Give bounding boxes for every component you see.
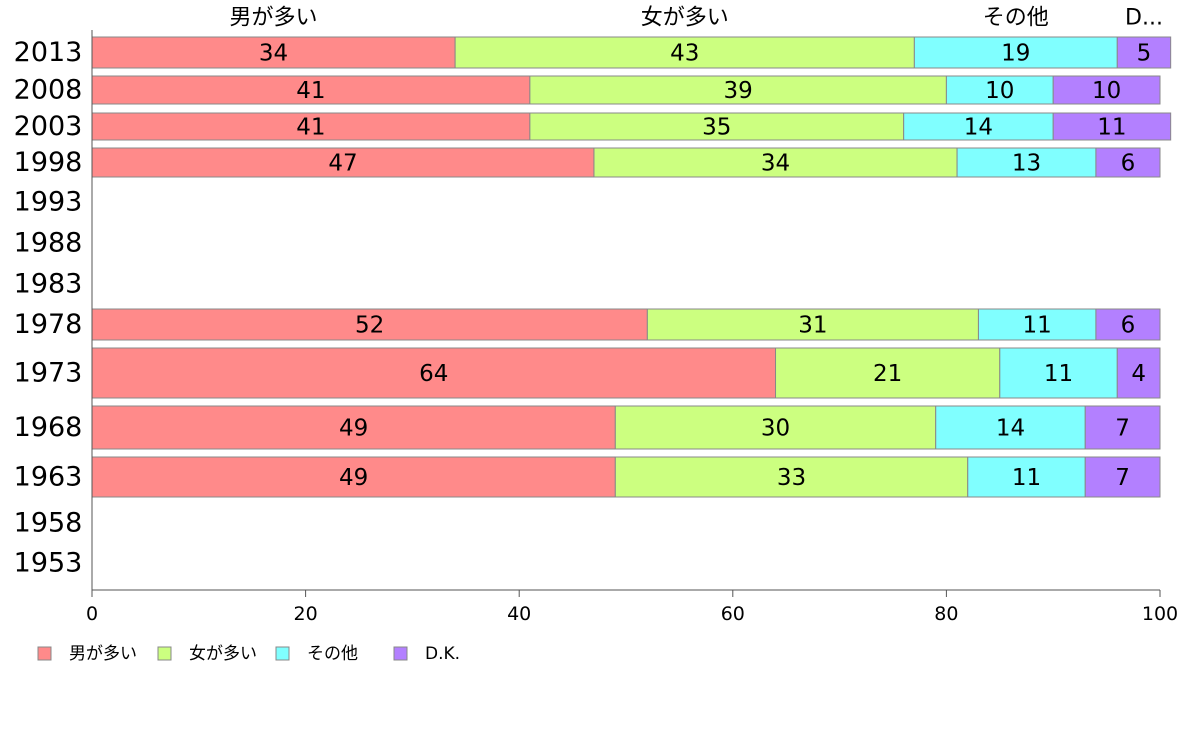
legend-label: D.K. [425, 644, 460, 664]
legend-swatch [157, 646, 172, 661]
data-label: 11 [1044, 361, 1073, 387]
y-axis-label: 1968 [14, 412, 83, 443]
data-label: 52 [355, 313, 384, 339]
data-label: 7 [1115, 416, 1130, 442]
legend: 男が多い 女が多い その他 D.K. [37, 644, 460, 664]
data-label: 33 [777, 465, 806, 491]
y-axis-label: 1983 [14, 269, 83, 300]
bar-segment [999, 347, 1118, 399]
bar-segment [913, 36, 1118, 69]
data-label: 34 [259, 41, 288, 67]
bar-segment [454, 36, 915, 69]
legend-label: その他 [307, 644, 358, 664]
legend-label: 女が多い [189, 644, 257, 664]
x-tick-label: 20 [294, 603, 318, 625]
data-label: 39 [723, 78, 752, 104]
bar-segment [529, 112, 905, 141]
data-label: 4 [1131, 361, 1146, 387]
bar-segment [91, 405, 616, 450]
data-label: 35 [702, 115, 731, 141]
top-series-label: その他 [983, 6, 1049, 31]
bar-segment [1084, 405, 1161, 450]
data-label: 49 [339, 465, 368, 491]
y-axis-label: 1998 [14, 147, 83, 178]
data-label: 31 [798, 313, 827, 339]
y-axis-label: 1958 [14, 508, 83, 539]
y-axis-label: 1963 [14, 462, 83, 493]
x-tick-label: 80 [934, 603, 958, 625]
top-series-label: D... [1125, 6, 1163, 31]
bar-segment [1116, 347, 1161, 399]
data-label: 49 [339, 416, 368, 442]
data-label: 11 [1097, 115, 1126, 141]
data-label: 5 [1137, 41, 1152, 67]
bar-segment [646, 308, 979, 341]
data-label: 19 [1001, 41, 1030, 67]
bar-segment [91, 347, 777, 399]
y-axis-label: 1953 [14, 548, 83, 579]
bar-segment [1052, 75, 1161, 105]
data-label: 14 [964, 115, 993, 141]
x-tick-label: 100 [1142, 603, 1178, 625]
legend-swatch [393, 646, 408, 661]
data-label: 30 [761, 416, 790, 442]
y-axis-label: 2013 [14, 37, 83, 68]
data-label: 7 [1115, 465, 1130, 491]
data-label: 6 [1121, 313, 1136, 339]
y-axis-label: 1993 [14, 187, 83, 218]
data-label: 13 [1012, 151, 1041, 177]
data-label: 47 [328, 151, 357, 177]
bar-segment [1052, 112, 1172, 141]
bar-segment [91, 36, 456, 69]
bar-segment [977, 308, 1097, 341]
y-axis-label: 1973 [14, 358, 83, 389]
legend-swatch [37, 646, 52, 661]
data-label: 14 [996, 416, 1025, 442]
top-series-label: 女が多い [641, 6, 729, 31]
y-axis-labels: 2013 2008 2003 1998 1993 1988 1983 1978 1973 1968… [14, 37, 83, 579]
bar-segment [775, 347, 1001, 399]
data-label: 11 [1023, 313, 1052, 339]
bar-segment [593, 147, 958, 178]
x-tick-label: 60 [721, 603, 745, 625]
x-tick-label: 0 [86, 603, 98, 625]
data-label: 21 [873, 361, 902, 387]
x-tick-label: 40 [507, 603, 531, 625]
y-axis-label: 2003 [14, 111, 83, 142]
data-label: 11 [1012, 465, 1041, 491]
data-label: 43 [670, 41, 699, 67]
bar-segment [935, 405, 1086, 450]
top-series-labels: 男が多い 女が多い その他 D... [230, 6, 1163, 31]
bar-segment [91, 456, 616, 498]
data-label: 41 [296, 115, 325, 141]
y-axis-label: 2008 [14, 75, 83, 106]
bar-segment [945, 75, 1054, 105]
data-label: 41 [296, 78, 325, 104]
bar-segment [529, 75, 947, 105]
x-axis: 0 20 40 60 80 100 [86, 30, 1178, 625]
top-series-label: 男が多い [230, 6, 318, 31]
data-label: 10 [985, 78, 1014, 104]
data-label: 10 [1092, 78, 1121, 104]
legend-swatch [275, 646, 290, 661]
y-axis-label: 1988 [14, 228, 83, 259]
bar-segment [91, 147, 595, 178]
bar-segment [1095, 147, 1161, 178]
bar-segment [1095, 308, 1161, 341]
data-label: 34 [761, 151, 790, 177]
bar-segment [967, 456, 1086, 498]
data-label: 64 [419, 361, 448, 387]
legend-label: 男が多い [69, 644, 137, 664]
bar-segment [1116, 36, 1172, 69]
y-axis-label: 1978 [14, 309, 83, 340]
bar-segment [1084, 456, 1161, 498]
bar-segment [91, 75, 531, 105]
data-label: 6 [1121, 151, 1136, 177]
